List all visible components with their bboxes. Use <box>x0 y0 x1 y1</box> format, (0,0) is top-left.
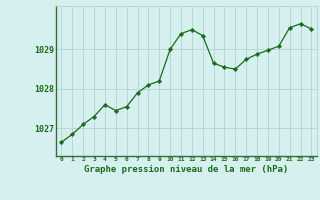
X-axis label: Graphe pression niveau de la mer (hPa): Graphe pression niveau de la mer (hPa) <box>84 165 289 174</box>
